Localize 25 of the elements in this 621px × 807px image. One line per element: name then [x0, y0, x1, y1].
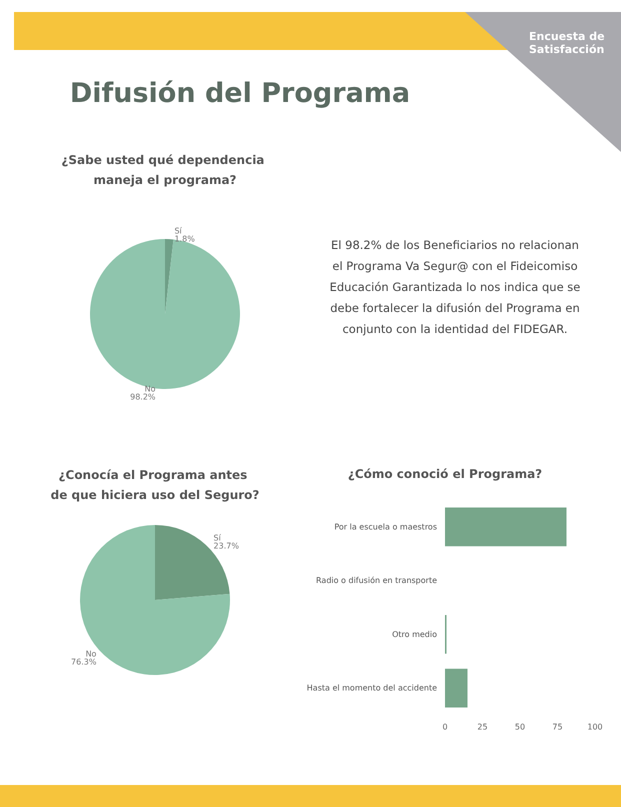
data-label: 76.3% [71, 658, 97, 667]
y-tick-label: Por la escuela o maestros [334, 522, 437, 532]
slice-label: No [144, 384, 156, 394]
chart-title: ¿Sabe usted qué dependencia maneja el programa? [61, 153, 269, 187]
slice-label: No [86, 650, 97, 659]
x-tick-label: 25 [477, 722, 488, 732]
bar [445, 668, 468, 708]
data-label: 98.2% [130, 392, 156, 402]
slice-label: Sí [174, 226, 183, 236]
x-tick-label: 50 [514, 722, 526, 732]
text: Encuesta de Satisfacción [529, 30, 606, 56]
data-label: 23.7% [214, 541, 240, 550]
x-tick-label: 100 [587, 722, 603, 732]
slice-label: Sí [214, 533, 222, 542]
x-tick-label: 0 [442, 722, 448, 732]
data-label: 1.8% [174, 234, 196, 244]
text: El 98.2% de los Beneficiarios no relacionan el Programa Va Segur@ con el Fideicomiso Educación Garantizada lo nos indica que se debe fortalecer la difusión del Programa en conjunto con la identidad del FIDEGAR. [328, 237, 582, 338]
y-tick-label: Hasta el momento del accidente [306, 684, 438, 693]
text: Difusión del Programa [68, 78, 412, 109]
y-tick-label: Otro medio [392, 630, 438, 639]
x-tick-label: 75 [552, 722, 563, 732]
chart-title: ¿Cómo conoció el Programa? [348, 467, 542, 481]
chart-title: ¿Conocía el Programa antes de que hiciera uso del Seguro? [50, 468, 260, 502]
y-tick-label: Radio o difusión en transporte [316, 576, 438, 586]
bar [445, 508, 566, 546]
